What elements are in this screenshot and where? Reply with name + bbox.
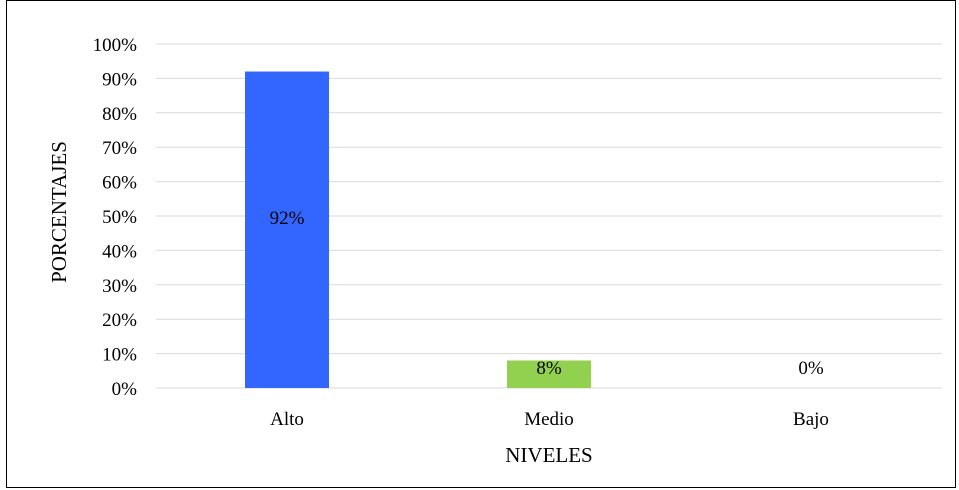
data-label: 0%	[798, 358, 824, 379]
y-tick-label: 100%	[93, 35, 138, 56]
y-tick-label: 80%	[102, 104, 137, 125]
category-label: Alto	[270, 409, 304, 430]
category-labels: Alto Medio Bajo	[270, 409, 829, 430]
y-tick-labels: 0% 10% 20% 30% 40% 50% 60% 70% 80% 90% 100%	[93, 35, 138, 400]
bar-medio	[507, 360, 591, 388]
y-tick-label: 70%	[102, 138, 137, 159]
y-tick-label: 20%	[102, 310, 137, 331]
y-tick-label: 30%	[102, 276, 137, 297]
y-axis-title: PORCENTAJES	[47, 141, 71, 283]
bars	[245, 71, 591, 389]
category-label: Bajo	[793, 409, 829, 430]
y-tick-label: 60%	[102, 173, 137, 194]
y-tick-label: 50%	[102, 207, 137, 228]
y-tick-label: 40%	[102, 241, 137, 262]
y-tick-label: 0%	[112, 379, 138, 400]
data-label: 92%	[270, 208, 305, 229]
bar-alto	[245, 71, 329, 389]
data-label: 8%	[536, 358, 562, 379]
y-tick-label: 10%	[102, 345, 137, 366]
y-tick-label: 90%	[102, 69, 137, 90]
x-axis-title: NIVELES	[505, 443, 593, 467]
chart-frame	[6, 0, 956, 488]
category-label: Medio	[524, 409, 574, 430]
data-labels: 92% 8% 0%	[270, 208, 824, 379]
